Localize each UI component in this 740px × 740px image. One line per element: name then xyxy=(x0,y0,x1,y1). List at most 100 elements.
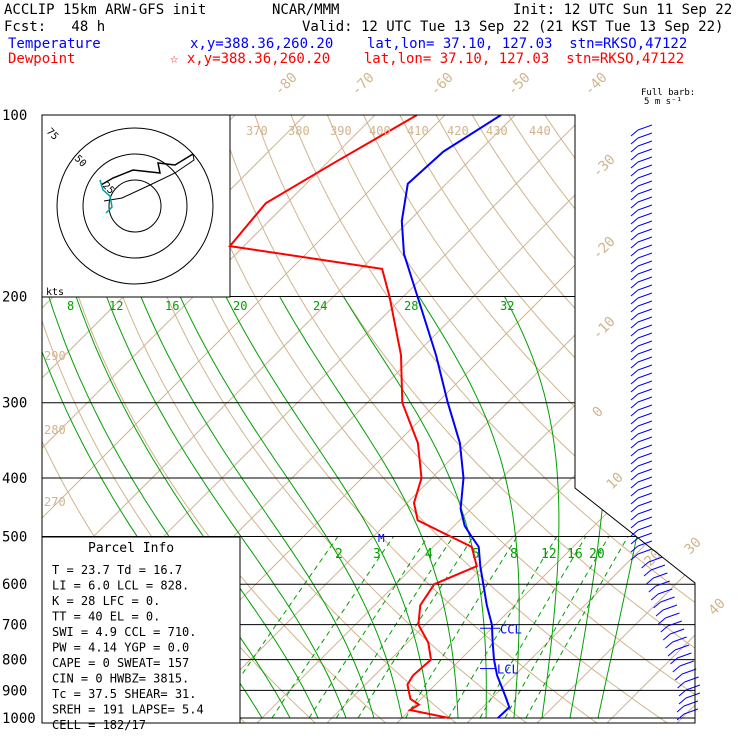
temperature-location: x,y=388.36,260.20 lat,lon= 37.10, 127.03… xyxy=(190,36,688,52)
wind-barb xyxy=(637,444,653,451)
wind-barb xyxy=(637,140,653,147)
mixing-ratio-line xyxy=(479,536,587,719)
parcel-row: CIN = 0 HWBZ= 3815. xyxy=(52,672,189,686)
wind-barb xyxy=(685,684,701,691)
mixing-ratio-label: 24 xyxy=(313,299,327,313)
lcl-label: LCL xyxy=(497,663,519,677)
isotherm-line xyxy=(388,115,695,723)
temperature-profile xyxy=(400,115,511,719)
hodograph-ring xyxy=(108,179,162,233)
dry-adiabat-line xyxy=(210,115,695,723)
wind-barb-flag xyxy=(630,225,639,233)
theta-label: 380 xyxy=(288,124,310,138)
wind-barb-flag xyxy=(630,273,639,281)
wind-barb-flag xyxy=(630,153,639,161)
wind-barb-flag xyxy=(641,561,649,569)
wind-barb-flag xyxy=(630,401,639,409)
wind-barb xyxy=(653,572,668,579)
mixing-ratio-label: 16 xyxy=(165,299,179,313)
isotherm-line xyxy=(42,115,543,723)
parcel-row: Tc = 37.5 SHEAR= 31. xyxy=(52,687,197,701)
wind-barb xyxy=(637,156,653,163)
plot-frame xyxy=(41,114,696,724)
mixing-ratio-label: 32 xyxy=(500,299,514,313)
pressure-tick-label: 800 xyxy=(2,653,27,669)
mixing-ratio-label: 28 xyxy=(404,299,418,313)
wind-barb-flag xyxy=(660,625,669,633)
wind-barb xyxy=(637,300,653,307)
mixing-ratio-line xyxy=(405,536,518,719)
mixing-ratio-line xyxy=(357,536,474,719)
wind-barb xyxy=(637,436,653,443)
wind-barb xyxy=(637,268,653,275)
theta-label: 440 xyxy=(529,124,551,138)
wind-barb-flag xyxy=(630,329,639,337)
wind-barb xyxy=(637,172,653,179)
theta-label: 290 xyxy=(44,349,66,363)
wind-barb-flag xyxy=(630,201,639,209)
dry-adiabat-line xyxy=(667,115,695,723)
wind-barb-flag xyxy=(630,337,639,345)
hodograph-trace-low xyxy=(99,179,113,214)
wind-barb-flag xyxy=(630,297,639,305)
wind-barb xyxy=(637,372,653,379)
wind-barb-flag xyxy=(630,393,639,401)
wind-barb-flag xyxy=(630,425,639,433)
wind-barb-flag xyxy=(667,649,676,657)
mixing-ratio-label: 12 xyxy=(541,547,557,562)
wind-barb-flag xyxy=(630,465,639,473)
wind-barb xyxy=(637,244,653,251)
wind-barb xyxy=(667,620,682,627)
isotherm-line xyxy=(42,115,473,723)
mixing-ratio-label: 20 xyxy=(233,299,247,313)
parcel-row: TT = 40 EL = 0. xyxy=(52,610,160,624)
wind-barb xyxy=(677,652,692,659)
wind-barb xyxy=(637,532,653,539)
wind-barb-flag xyxy=(630,449,639,457)
wind-barb xyxy=(637,180,653,187)
wind-barb xyxy=(637,204,653,211)
wind-barb-flag xyxy=(630,441,639,449)
wind-barb-flag xyxy=(676,713,685,721)
parcel-row: SREH = 191 LAPSE= 5.4 xyxy=(52,703,204,717)
wind-barb-flag xyxy=(630,529,639,537)
dry-adiabat-line xyxy=(315,115,695,723)
isotherm-label: -60 xyxy=(428,70,457,99)
wind-barb-flag xyxy=(630,457,639,465)
wind-barb-flag xyxy=(630,353,639,361)
dry-adiabat-line xyxy=(703,87,740,730)
wind-barb xyxy=(662,604,678,611)
wind-barb-flag xyxy=(630,177,639,185)
hodograph-ring-label: kts xyxy=(46,287,64,298)
wind-barb xyxy=(637,284,653,291)
parcel-row: PW = 4.14 YGP = 0.0 xyxy=(52,641,189,655)
mixing-ratio-label: 16 xyxy=(567,547,583,562)
mixing-ratio-label: 8 xyxy=(67,299,74,313)
isotherm-label: 0 xyxy=(590,404,607,421)
dry-adiabat-line xyxy=(245,115,695,723)
isotherm-label: -80 xyxy=(272,70,301,99)
wind-barb-flag xyxy=(650,593,659,601)
wind-barb xyxy=(679,660,694,667)
wind-barb xyxy=(637,276,653,283)
isotherm-label: 40 xyxy=(706,596,729,619)
wind-barb-flag xyxy=(653,601,661,609)
wind-barb-flag xyxy=(630,433,639,441)
mixing-ratio-label: 20 xyxy=(589,547,605,562)
mixing-ratio-label: 5 xyxy=(472,547,480,562)
pressure-tick-label: 600 xyxy=(2,577,27,593)
wind-barb-flag xyxy=(630,505,639,513)
mixing-ratio-label: 2 xyxy=(335,547,343,562)
isotherm-label: 30 xyxy=(682,535,705,558)
header-center: NCAR/MMM xyxy=(272,2,340,18)
wind-barb xyxy=(637,420,653,427)
wind-barbs xyxy=(630,124,701,721)
temperature-label: Temperature xyxy=(8,36,101,52)
dewpoint-label: Dewpoint xyxy=(8,51,76,67)
theta-label: 430 xyxy=(486,124,508,138)
isotherm-label: -10 xyxy=(590,314,619,343)
pressure-tick-label: 200 xyxy=(2,290,27,306)
wind-barb xyxy=(637,188,653,195)
dry-adiabat-line xyxy=(421,115,695,723)
wind-barb xyxy=(655,580,670,587)
